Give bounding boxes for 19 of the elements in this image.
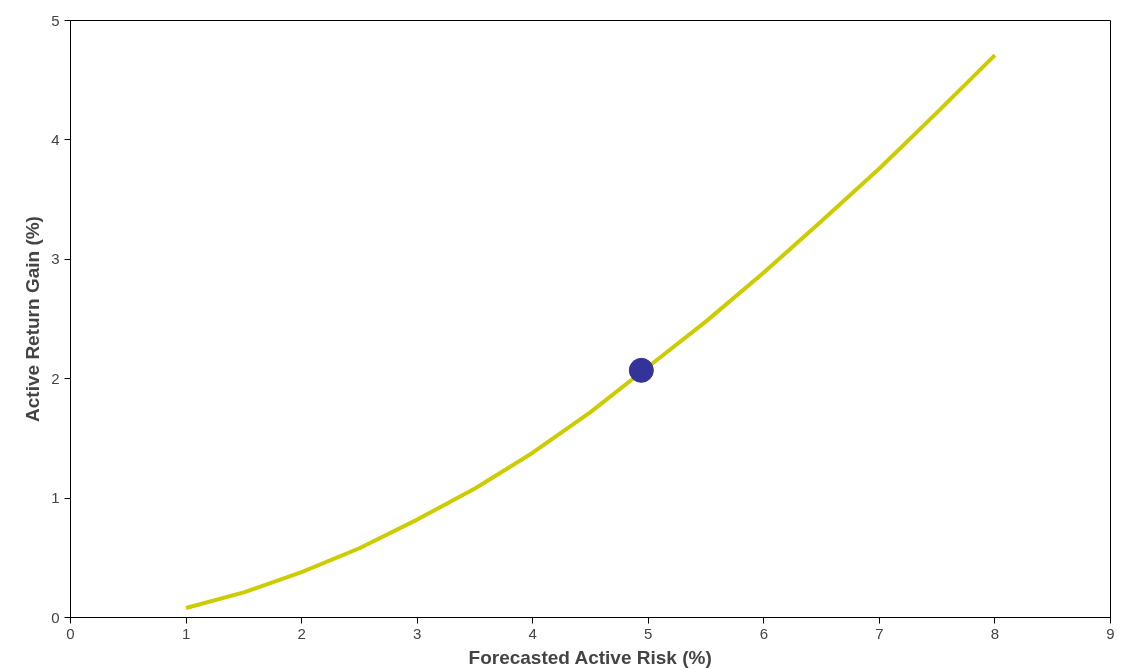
x-tick-label: 5 [644,624,653,642]
y-tick-label: 4 [51,130,60,148]
x-tick-label: 6 [759,624,769,642]
x-tick-label: 7 [875,624,884,642]
y-tick-label: 2 [51,369,60,387]
x-tick-label: 2 [297,624,306,642]
y-tick-label: 1 [51,489,60,507]
x-tick-label: 4 [528,624,537,642]
x-tick-label: 0 [66,624,75,642]
x-tick-label: 3 [413,624,422,642]
x-tick-label: 1 [181,624,191,642]
y-tick-label: 5 [51,11,60,29]
line-series [184,53,997,610]
y-axis-title: Active Return Gain (%) [22,216,44,422]
x-tick-label: 9 [1106,624,1115,642]
x-tick-label: 8 [990,624,1000,642]
y-tick-label: 3 [51,250,60,268]
y-tick-label: 0 [51,608,60,626]
x-axis-title: Forecasted Active Risk (%) [468,646,712,668]
